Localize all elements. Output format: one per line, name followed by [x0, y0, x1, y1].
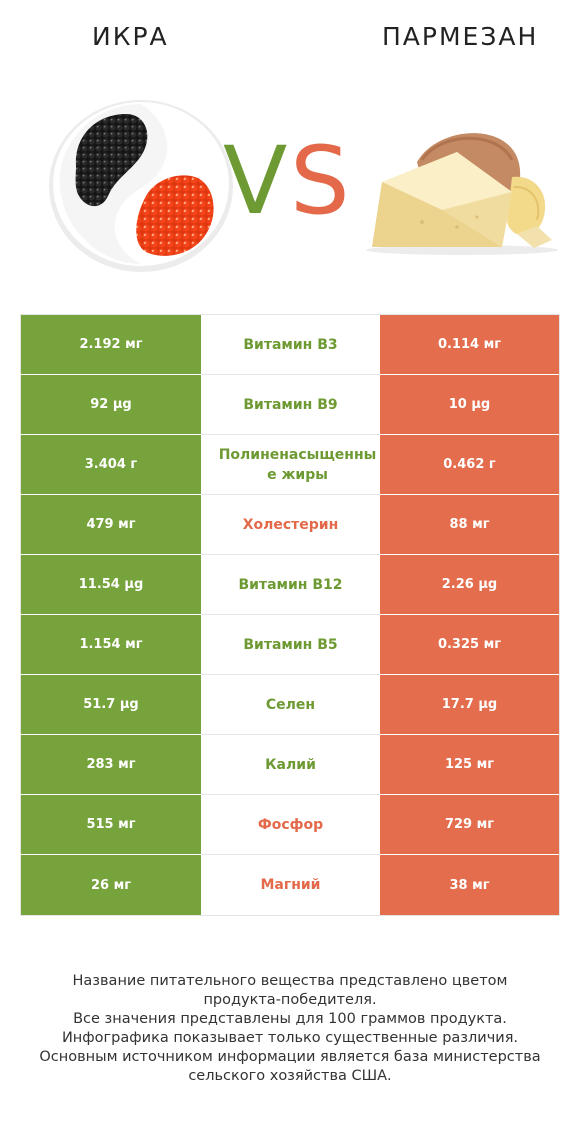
- right-value-cell: 88 мг: [380, 495, 559, 555]
- nutrient-name-cell: Полиненасыщенные жиры: [201, 435, 380, 495]
- left-value-cell: 479 мг: [21, 495, 201, 555]
- left-product-title: ИКРА: [92, 22, 169, 51]
- table-row: 515 мг Фосфор 729 мг: [21, 795, 559, 855]
- nutrient-name-cell: Витамин B12: [201, 555, 380, 615]
- parmesan-image: [366, 133, 558, 255]
- footer-line: продукта-победителя.: [203, 992, 377, 1008]
- nutrient-name-cell: Витамин B9: [201, 375, 380, 435]
- vs-letter-v: V: [223, 127, 288, 236]
- nutrient-name-cell: Витамин B5: [201, 615, 380, 675]
- table-row: 3.404 г Полиненасыщенные жиры 0.462 г: [21, 435, 559, 495]
- right-value-cell: 0.462 г: [380, 435, 559, 495]
- table-row: 11.54 µg Витамин B12 2.26 µg: [21, 555, 559, 615]
- right-value-cell: 10 µg: [380, 375, 559, 435]
- left-value-cell: 515 мг: [21, 795, 201, 855]
- footer-line: Все значения представлены для 100 граммо…: [73, 1011, 507, 1027]
- right-value-cell: 38 мг: [380, 855, 559, 915]
- left-value-cell: 1.154 мг: [21, 615, 201, 675]
- footer-line: Инфографика показывает только существенн…: [61, 1030, 519, 1046]
- right-value-cell: 0.325 мг: [380, 615, 559, 675]
- left-value-cell: 26 мг: [21, 855, 201, 915]
- right-value-cell: 17.7 µg: [380, 675, 559, 735]
- footer-line: сельского хозяйства США.: [188, 1068, 392, 1084]
- nutrient-name-cell: Фосфор: [201, 795, 380, 855]
- table-row: 2.192 мг Витамин B3 0.114 мг: [21, 315, 559, 375]
- right-product-title: ПАРМЕЗАН: [382, 22, 539, 51]
- footer-line: Название питательного вещества представл…: [72, 973, 508, 989]
- nutrient-name-cell: Холестерин: [201, 495, 380, 555]
- nutrient-name-cell: Магний: [201, 855, 380, 915]
- vs-letter-s: S: [290, 127, 350, 236]
- right-value-cell: 0.114 мг: [380, 315, 559, 375]
- left-value-cell: 51.7 µg: [21, 675, 201, 735]
- caviar-image: [49, 100, 233, 272]
- table-row: 51.7 µg Селен 17.7 µg: [21, 675, 559, 735]
- table-row: 92 µg Витамин B9 10 µg: [21, 375, 559, 435]
- footer-line: Основным источником информации является …: [39, 1049, 541, 1065]
- nutrient-name-cell: Калий: [201, 735, 380, 795]
- nutrient-name-cell: Селен: [201, 675, 380, 735]
- footer-note: Название питательного вещества представл…: [20, 972, 560, 1086]
- left-value-cell: 3.404 г: [21, 435, 201, 495]
- table-row: 479 мг Холестерин 88 мг: [21, 495, 559, 555]
- table-row: 283 мг Калий 125 мг: [21, 735, 559, 795]
- table-row: 26 мг Магний 38 мг: [21, 855, 559, 915]
- left-value-cell: 11.54 µg: [21, 555, 201, 615]
- right-value-cell: 729 мг: [380, 795, 559, 855]
- left-value-cell: 92 µg: [21, 375, 201, 435]
- right-value-cell: 2.26 µg: [380, 555, 559, 615]
- table-row: 1.154 мг Витамин B5 0.325 мг: [21, 615, 559, 675]
- left-value-cell: 283 мг: [21, 735, 201, 795]
- comparison-table: 2.192 мг Витамин B3 0.114 мг 92 µg Витамин B…: [20, 314, 560, 916]
- left-value-cell: 2.192 мг: [21, 315, 201, 375]
- right-value-cell: 125 мг: [380, 735, 559, 795]
- nutrient-name-cell: Витамин B3: [201, 315, 380, 375]
